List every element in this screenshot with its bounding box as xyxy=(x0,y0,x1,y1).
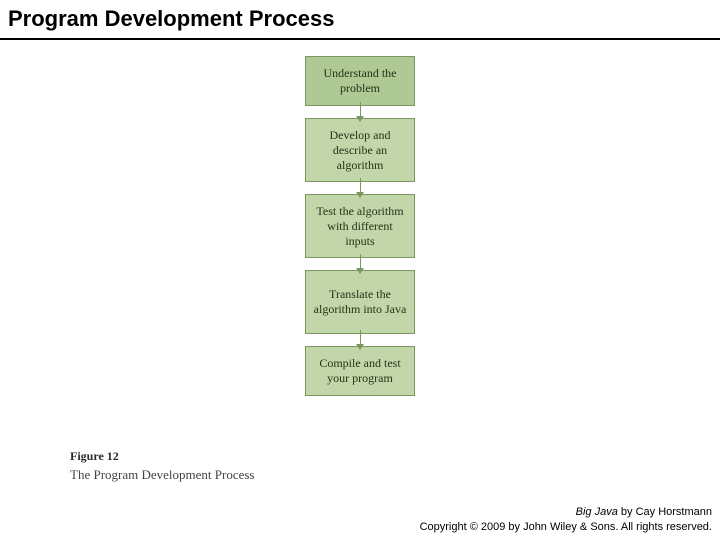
footer-book-title: Big Java xyxy=(576,506,618,518)
footer-byline: by Cay Horstmann xyxy=(618,506,712,518)
flow-node: Test the algorithm with different inputs xyxy=(305,194,415,258)
flow-node: Compile and test your program xyxy=(305,346,415,396)
slide: Program Development Process Understand t… xyxy=(0,0,720,540)
flow-node: Understand the problem xyxy=(305,56,415,106)
flow-node: Translate the algorithm into Java xyxy=(305,270,415,334)
title-rule xyxy=(0,38,720,40)
figure-caption: Figure 12 The Program Development Proces… xyxy=(70,447,254,484)
figure-text: The Program Development Process xyxy=(70,467,254,482)
page-title: Program Development Process xyxy=(8,6,334,32)
figure-label: Figure 12 xyxy=(70,449,119,464)
flowchart: Understand the problem Develop and descr… xyxy=(280,56,440,396)
footer-copyright: Copyright © 2009 by John Wiley & Sons. A… xyxy=(420,521,712,533)
flow-node: Develop and describe an algorithm xyxy=(305,118,415,182)
footer: Big Java by Cay Horstmann Copyright © 20… xyxy=(420,505,712,534)
